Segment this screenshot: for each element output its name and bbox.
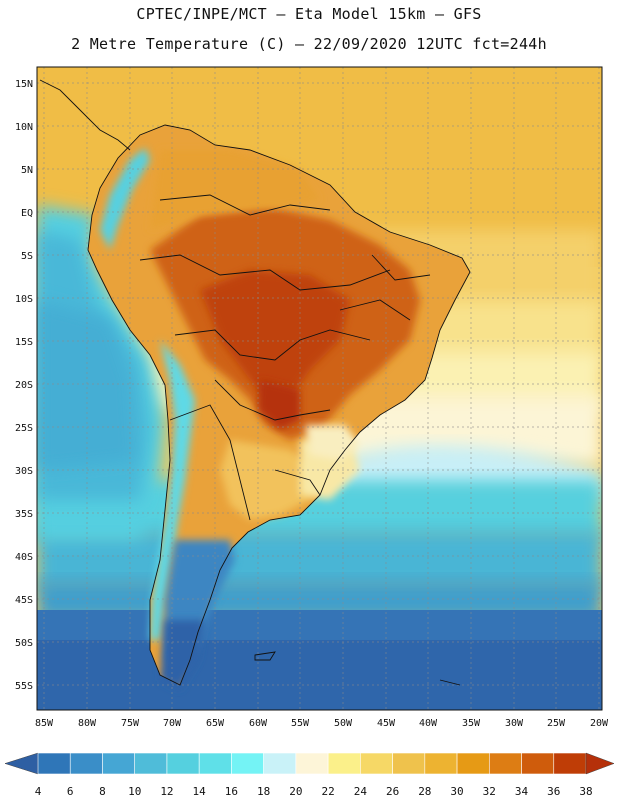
colorbar-swatch: [102, 752, 136, 775]
lon-tick-label: 55W: [291, 718, 310, 729]
temperature-field: [37, 67, 602, 710]
colorbar-swatch: [488, 752, 522, 775]
lon-tick-label: 75W: [121, 718, 140, 729]
colorbar-label: 30: [450, 785, 463, 798]
lat-tick-label: 15N: [15, 79, 33, 90]
colorbar-label: 20: [289, 785, 302, 798]
coastlines-and-borders: [39, 79, 471, 686]
lon-tick-label: 60W: [249, 718, 268, 729]
lat-tick-label: 15S: [15, 337, 33, 348]
colorbar-swatch: [231, 752, 264, 775]
longitude-axis: 85W 80W 75W 70W 65W 60W 55W 50W 45W 40W …: [35, 718, 609, 729]
colorbar-swatch: [198, 752, 232, 775]
colorbar-label: 12: [160, 785, 173, 798]
colorbar-label: 38: [579, 785, 592, 798]
lat-tick-label: 5S: [21, 251, 33, 262]
lon-tick-label: 85W: [35, 718, 54, 729]
colorbar-swatch: [263, 752, 297, 775]
temperature-colorbar: 4 6 8 10 12 14 16 18 20 22 24 26 28 30 32 34 36 38: [4, 752, 615, 798]
colorbar-swatch: [424, 752, 458, 775]
map-frame: [36, 66, 603, 711]
map-title-line2: 2 Metre Temperature (C) – 22/09/2020 12U…: [71, 35, 547, 53]
lon-tick-label: 45W: [377, 718, 396, 729]
colorbar-label: 26: [386, 785, 399, 798]
lat-tick-label: 10S: [15, 294, 33, 305]
colorbar-swatch: [166, 752, 200, 775]
lat-tick-label: 30S: [15, 466, 33, 477]
colorbar-label: 24: [354, 785, 368, 798]
colorbar-swatch: [69, 752, 103, 775]
colorbar-swatch: [456, 752, 490, 775]
lat-tick-label: 20S: [15, 380, 33, 391]
lon-tick-label: 35W: [462, 718, 481, 729]
lat-tick-label: 5N: [21, 165, 33, 176]
lon-tick-label: 70W: [163, 718, 182, 729]
colorbar-label: 4: [35, 785, 42, 798]
colorbar-swatch: [553, 752, 587, 775]
lat-tick-label: 10N: [15, 122, 33, 133]
colorbar-min-arrow: [4, 752, 39, 775]
colorbar-swatch: [360, 752, 393, 775]
lon-tick-label: 65W: [206, 718, 225, 729]
lon-tick-label: 25W: [547, 718, 566, 729]
colorbar-label: 34: [515, 785, 529, 798]
colorbar-swatch: [134, 752, 168, 775]
lat-tick-label: 45S: [15, 595, 33, 606]
colorbar-swatch: [521, 752, 555, 775]
latitude-axis: 15N 10N 5N EQ 5S 10S 15S 20S 25S 30S 35S…: [15, 79, 33, 692]
colorbar-label: 16: [225, 785, 238, 798]
colorbar-label: 10: [128, 785, 141, 798]
lon-tick-label: 20W: [590, 718, 609, 729]
colorbar-swatch: [327, 752, 361, 775]
lat-tick-label: 25S: [15, 423, 33, 434]
colorbar-swatch: [392, 752, 426, 775]
lon-tick-label: 50W: [334, 718, 353, 729]
lon-tick-label: 40W: [419, 718, 438, 729]
lon-tick-label: 30W: [505, 718, 524, 729]
lat-tick-label: 35S: [15, 509, 33, 520]
colorbar-label: 32: [483, 785, 496, 798]
lat-tick-label: EQ: [21, 208, 33, 219]
map-title-line1: CPTEC/INPE/MCT – Eta Model 15km – GFS: [136, 5, 482, 23]
colorbar-label: 28: [418, 785, 431, 798]
lon-tick-label: 80W: [78, 718, 97, 729]
colorbar-label: 8: [99, 785, 106, 798]
colorbar-max-arrow: [585, 752, 615, 775]
colorbar-label: 6: [67, 785, 74, 798]
colorbar-label: 18: [257, 785, 270, 798]
colorbar-label: 36: [547, 785, 560, 798]
graticule: [37, 67, 602, 710]
colorbar-label: 22: [321, 785, 334, 798]
colorbar-label: 14: [193, 785, 207, 798]
lat-tick-label: 50S: [15, 638, 33, 649]
lat-tick-label: 40S: [15, 552, 33, 563]
colorbar-swatch: [295, 752, 329, 775]
colorbar-swatch: [37, 752, 71, 775]
lat-tick-label: 55S: [15, 681, 33, 692]
